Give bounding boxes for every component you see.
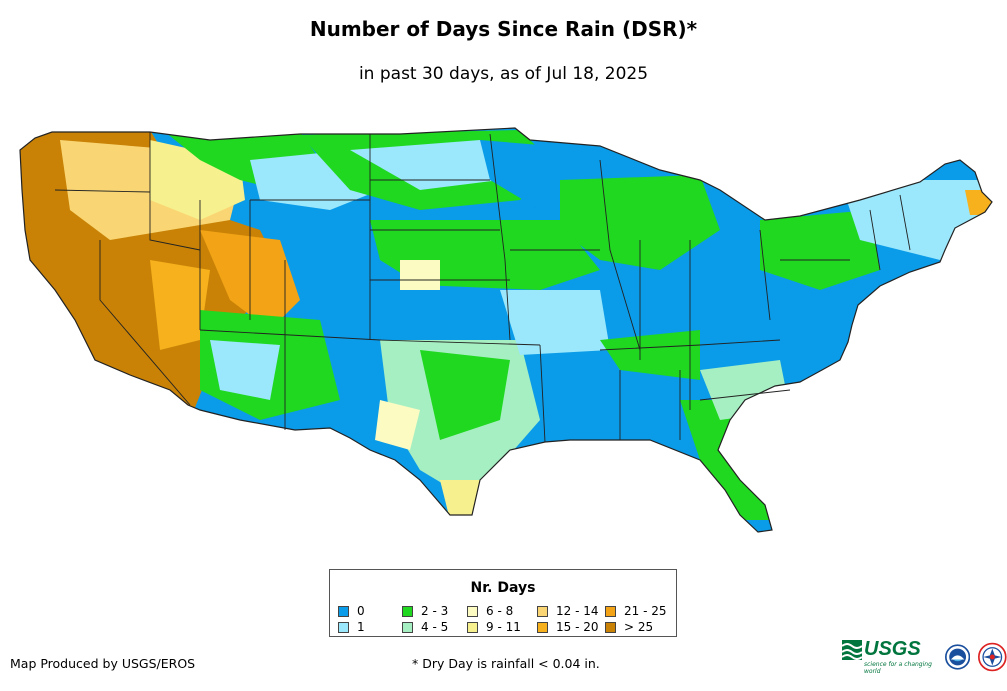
legend-item: 1 — [338, 620, 365, 634]
legend-item: 6 - 8 — [467, 604, 513, 618]
legend-title: Nr. Days — [470, 580, 536, 596]
nws-logo-icon — [978, 642, 1007, 671]
legend-swatch — [605, 621, 616, 633]
legend-item: 21 - 25 — [605, 604, 667, 618]
legend-swatch — [467, 605, 478, 617]
us-dsr-map — [19, 127, 993, 533]
legend-label: 15 - 20 — [556, 620, 599, 634]
legend-swatch — [402, 621, 413, 633]
legend-swatch — [605, 605, 616, 617]
legend-item: > 25 — [605, 620, 653, 634]
legend-label: 0 — [357, 604, 365, 618]
legend-item: 12 - 14 — [537, 604, 599, 618]
usgs-logo: USGS science for a changing world — [842, 638, 933, 675]
usgs-tagline: science for a changing world — [864, 661, 932, 675]
legend-label: 6 - 8 — [486, 604, 514, 618]
us-outline — [19, 127, 993, 533]
legend-label: 12 - 14 — [556, 604, 599, 618]
legend-label: > 25 — [624, 620, 654, 634]
legend-label: 21 - 25 — [624, 604, 667, 618]
legend: Nr. Days 0 1 2 - 3 4 - 5 6 - 8 9 - 11 12 - 14 1… — [329, 569, 677, 637]
footnote-text: * Dry Day is rainfall < 0.04 in. — [412, 656, 600, 671]
legend-swatch — [402, 605, 413, 617]
legend-label: 9 - 11 — [486, 620, 521, 634]
legend-label: 4 - 5 — [421, 620, 449, 634]
dsr-raster — [20, 128, 992, 532]
legend-swatch — [338, 605, 349, 617]
map-title: Number of Days Since Rain (DSR)* — [309, 17, 698, 41]
legend-label: 2 - 3 — [421, 604, 449, 618]
usgs-wordmark: USGS — [864, 638, 921, 660]
legend-label: 1 — [357, 620, 365, 634]
legend-item: 0 — [338, 604, 365, 618]
noaa-logo-icon — [945, 643, 971, 670]
logos: USGS science for a changing world — [842, 638, 1007, 675]
legend-item: 4 - 5 — [402, 620, 448, 634]
usgs-wave-icon — [842, 639, 862, 660]
legend-item: 9 - 11 — [467, 620, 521, 634]
credit-text: Map Produced by USGS/EROS — [10, 656, 196, 671]
legend-swatch — [338, 621, 349, 633]
map-subtitle: in past 30 days, as of Jul 18, 2025 — [358, 64, 649, 84]
legend-item: 2 - 3 — [402, 604, 448, 618]
legend-swatch — [467, 621, 478, 633]
legend-swatch — [537, 621, 548, 633]
legend-item: 15 - 20 — [537, 620, 599, 634]
legend-swatch — [537, 605, 548, 617]
state-borders — [54, 132, 911, 443]
